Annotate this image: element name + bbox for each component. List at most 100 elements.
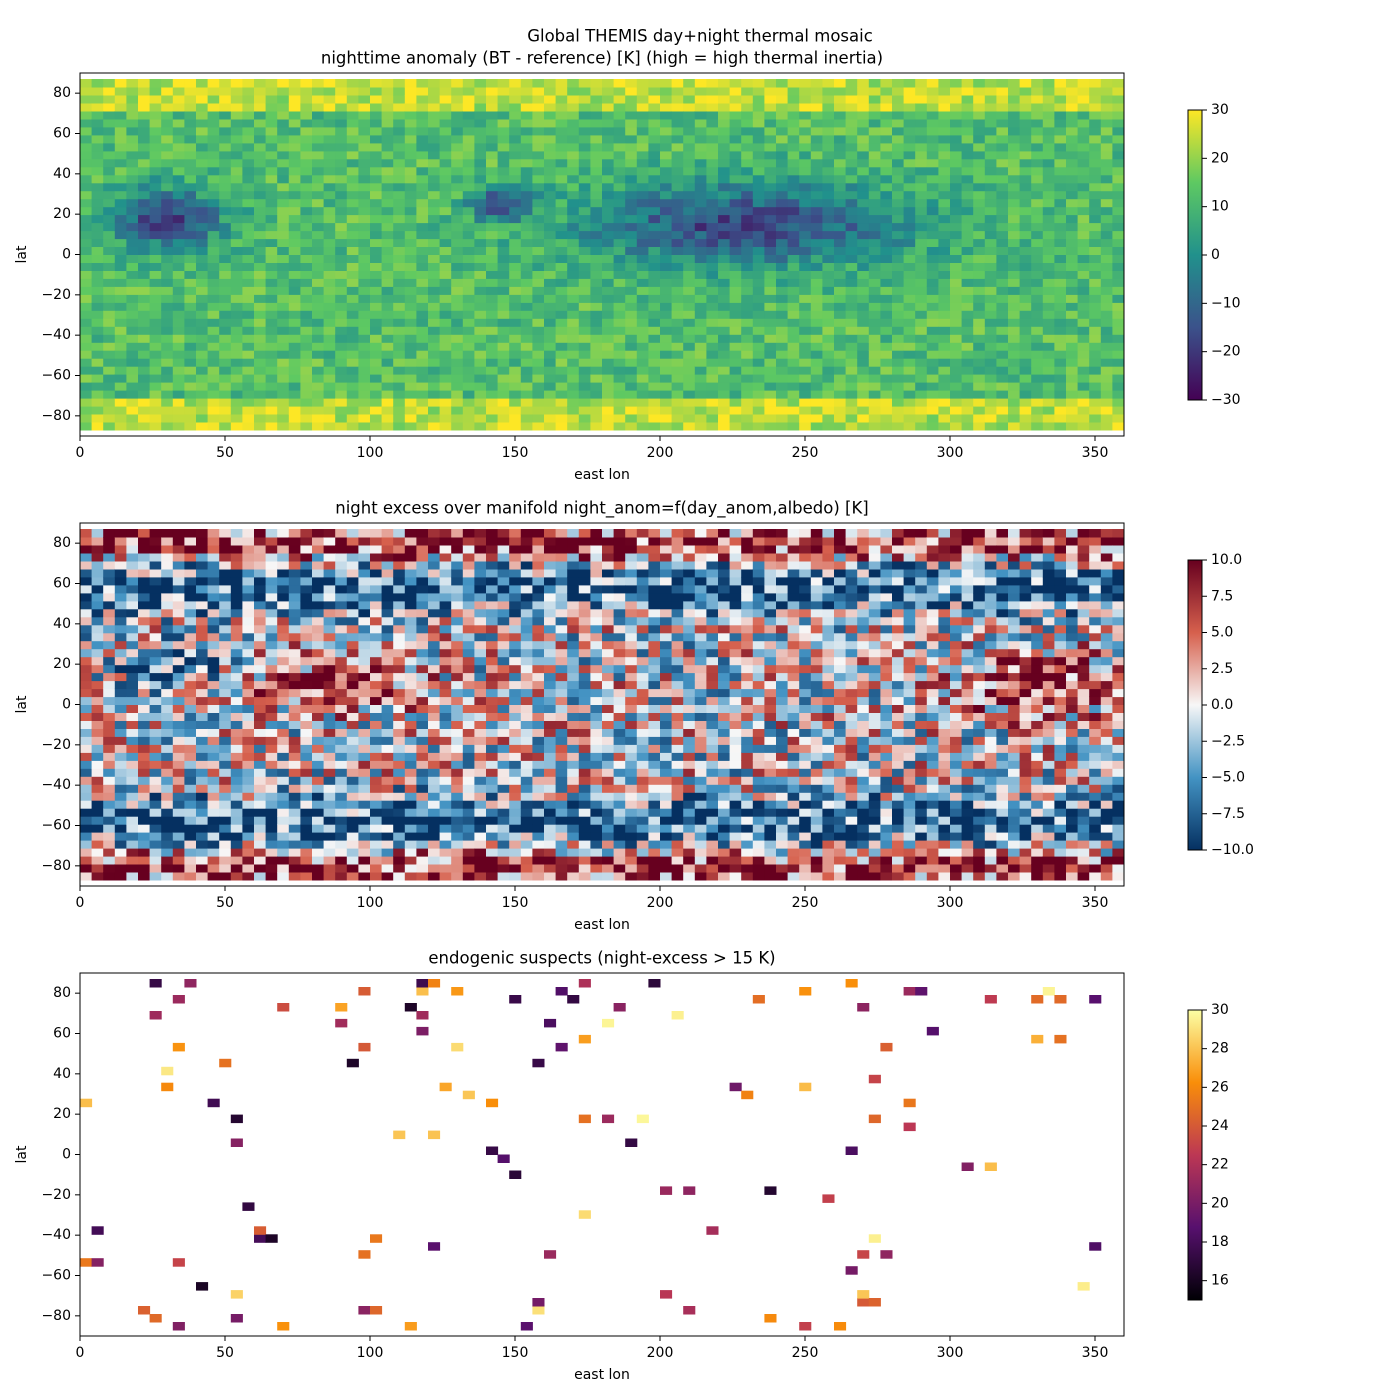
map-cell [1008,366,1021,375]
map-cell [834,310,847,319]
map-cell [509,342,522,351]
map-cell [961,358,974,367]
map-cell [416,166,429,176]
map-cell [810,214,823,224]
map-cell [358,87,371,96]
map-cell [973,270,986,279]
map-cell [439,190,452,200]
map-cell [590,398,603,407]
map-cell [381,422,394,431]
map-cell [915,318,928,327]
map-cell [1066,198,1079,208]
map-cell [114,150,127,160]
map-cell [741,254,754,263]
map-cell [1112,238,1125,247]
map-cell [138,158,151,168]
map-cell [80,537,93,546]
map-cell [254,568,267,578]
map-cell [938,390,951,399]
map-cell [91,134,104,144]
map-cell [288,238,301,247]
map-cell [242,198,255,208]
map-cell [1112,174,1125,184]
map-cell [184,616,197,626]
map-cell [265,246,278,255]
map-cell [868,294,881,303]
map-cell [219,342,232,351]
map-cell [903,294,916,303]
y-tick-label: 40 [53,166,71,182]
map-cell [706,278,719,287]
map-cell [91,648,104,658]
map-cell [509,366,522,375]
map-cell [486,150,499,160]
map-cell [834,182,847,192]
map-cell [80,856,93,865]
map-cell [1089,230,1102,240]
map-cell [474,134,487,144]
map-cell [323,254,336,263]
map-cell [358,79,371,88]
map-cell [625,310,638,319]
map-cell [323,214,336,224]
map-cell [764,398,777,407]
map-cell [277,214,290,224]
map-cell [915,342,928,351]
map-cell [741,414,754,423]
map-cell [1008,222,1021,232]
map-cell [439,294,452,303]
map-cell [799,358,812,367]
map-cell [718,374,731,383]
map-cell [161,87,174,96]
map-cell [91,768,104,777]
map-cell [277,744,290,753]
map-cell [300,840,313,849]
map-cell [149,358,162,367]
map-cell [1100,142,1113,152]
map-cell [230,270,243,279]
map-cell [161,158,174,168]
map-cell [602,302,615,311]
map-cell [880,310,893,319]
map-cell [114,840,127,849]
map-cell [288,174,301,184]
map-cell [335,848,348,857]
map-cell [984,358,997,367]
map-cell [625,342,638,351]
map-cell [149,648,162,658]
map-cell [323,616,336,626]
map-cell [230,87,243,96]
map-cell [834,134,847,144]
map-cell [834,142,847,152]
map-cell [810,382,823,391]
map-cell [984,87,997,96]
map-cell [300,382,313,391]
map-cell [462,286,475,295]
map-cell [509,302,522,311]
map-cell [462,302,475,311]
map-cell [602,414,615,423]
map-cell [230,680,243,690]
map-cell [996,182,1009,192]
map-cell [277,728,290,737]
map-cell [706,374,719,383]
map-cell [752,374,765,383]
map-cell [1042,390,1055,399]
map-cell [764,214,777,224]
map-cell [230,246,243,255]
map-cell [91,95,104,104]
map-cell [1008,318,1021,327]
map-cell [207,848,220,857]
map-cell [787,134,800,144]
map-cell [799,118,812,128]
map-cell [868,142,881,152]
map-cell [103,848,116,857]
map-cell [358,174,371,184]
map-cell [103,198,116,208]
map-cell [370,278,383,287]
map-cell [764,95,777,104]
map-cell [312,776,325,785]
map-cell [254,704,267,713]
map-cell [474,350,487,359]
map-cell [370,150,383,160]
